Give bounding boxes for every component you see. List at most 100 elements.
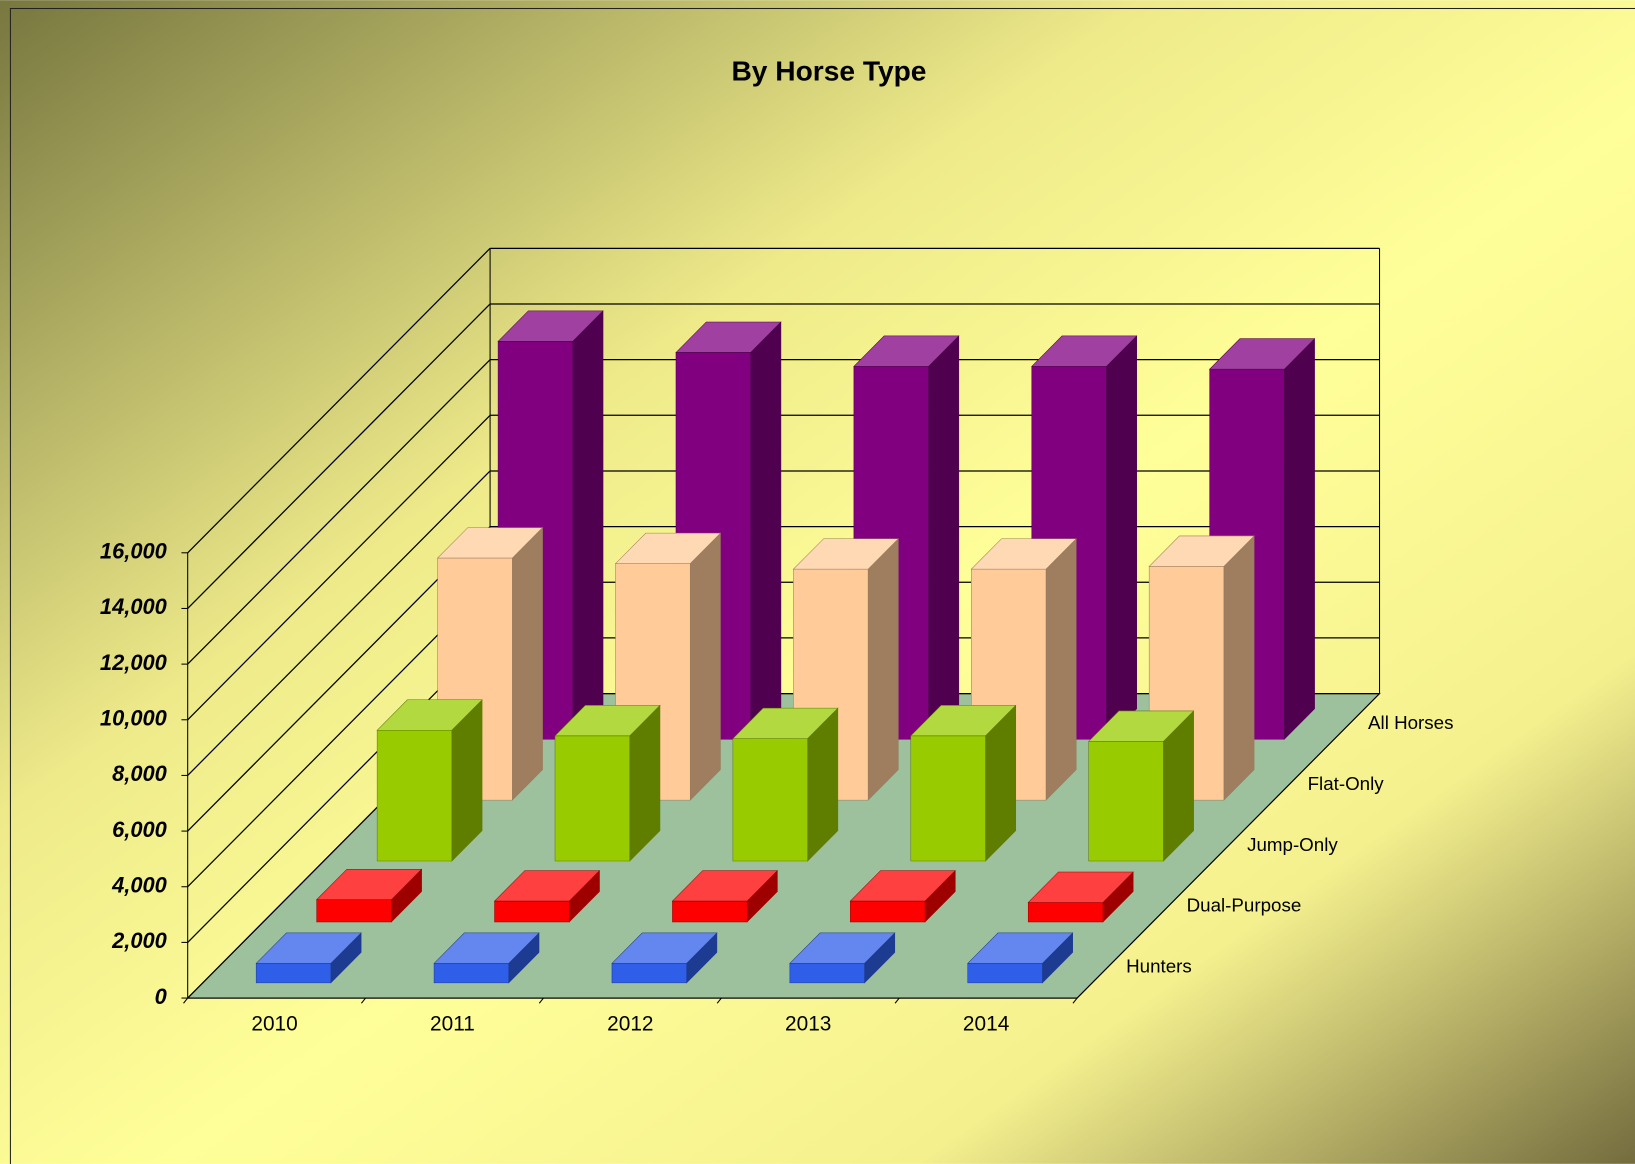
bar-side [1284,338,1315,740]
bar-side [1106,335,1137,740]
bar [493,869,601,923]
bar-side [572,310,604,740]
bar-front [850,900,926,923]
bar [376,699,483,862]
bar-top [671,870,779,902]
bar-front [494,900,570,923]
x-tick-label: 2013 [785,1013,831,1036]
bar-side [928,335,960,740]
x-tick [894,997,900,1004]
y-tick-label: 6,000 [112,817,167,842]
x-tick-label: 2010 [251,1013,297,1036]
x-tick-label: 2011 [430,1013,475,1036]
grid-line [187,414,491,721]
bar-side [1045,538,1077,801]
depth-label: Jump-Only [1247,834,1338,855]
y-tick-label: 0 [155,984,167,1009]
bar-top [316,868,423,900]
bar [910,704,1017,862]
bar [732,707,839,862]
bar [967,932,1074,984]
bar-front [910,735,986,862]
bar-top [255,932,362,964]
bar [671,869,779,923]
plot-area: 0 2,000 4,000 6,000 8,000 10,000 12,000 14,000 1… [100,247,1453,1036]
bar-top [376,699,483,731]
bar-top [497,310,604,342]
bar-top [910,705,1017,737]
bar [255,932,362,984]
grid-line [187,247,491,554]
bar-front [732,738,808,862]
x-tick [716,997,722,1004]
y-tick-label: 8,000 [112,761,167,786]
chart-border [9,7,1635,1164]
x-tick [183,997,189,1004]
bar-top [554,705,661,737]
bar [1027,871,1134,923]
chart-title: By Horse Type [731,56,926,87]
bar-top [611,932,718,964]
grid-line [187,303,491,609]
bar-top [849,870,956,902]
bar-top [789,932,896,964]
bar-top [1148,535,1255,567]
x-tick-label: 2014 [963,1013,1009,1036]
bar-side [867,538,899,801]
bar-front [1088,741,1164,862]
bar-top [970,538,1077,570]
x-tick [538,997,544,1004]
bar-front [672,900,748,923]
bar-side [750,321,782,740]
bar-top [614,532,722,564]
bar [554,704,661,862]
bar-top [675,321,782,353]
bar-top [967,932,1074,964]
bar-top [1209,338,1316,370]
bar [849,869,956,923]
bar-top [732,707,839,739]
y-tick-label: 10,000 [100,706,167,731]
depth-label: Hunters [1126,956,1192,977]
bar-front [255,963,332,984]
bar [1088,710,1195,862]
bar-side [689,532,721,801]
bar-top [1088,710,1195,742]
x-tick [361,997,366,1004]
bar-side [1223,535,1255,801]
bar-front [967,963,1043,984]
bar-top [1031,335,1138,367]
x-tick [1072,997,1078,1004]
bar [789,932,896,984]
depth-label: Flat-Only [1308,773,1385,794]
y-tick-label: 14,000 [100,594,167,619]
bar-front [316,899,392,923]
bar-top [493,870,601,902]
y-tick-label: 2,000 [111,928,167,953]
bar-side [512,526,543,801]
bar-front [376,729,453,862]
bar-top [792,538,899,570]
bar-top [853,335,960,367]
bar [433,932,540,984]
depth-label: Dual-Purpose [1187,895,1302,916]
bar-front [789,963,865,984]
y-tick-label: 16,000 [100,539,167,564]
y-tick-label: 12,000 [100,650,167,675]
bar-front [433,963,510,984]
y-tick-label: 4,000 [111,873,167,898]
bar-top [1027,871,1134,903]
x-tick-label: 2012 [607,1013,653,1036]
depth-label: All Horses [1368,712,1453,733]
grid-line [187,359,491,665]
bar-front [554,735,630,862]
bar-front [1027,902,1104,923]
grid-line [187,470,491,776]
bar [316,868,423,923]
bar-top [433,932,540,964]
bar-front [611,963,687,984]
bar [611,932,718,984]
bar-top [436,527,544,559]
depth-axis [1076,693,1380,999]
